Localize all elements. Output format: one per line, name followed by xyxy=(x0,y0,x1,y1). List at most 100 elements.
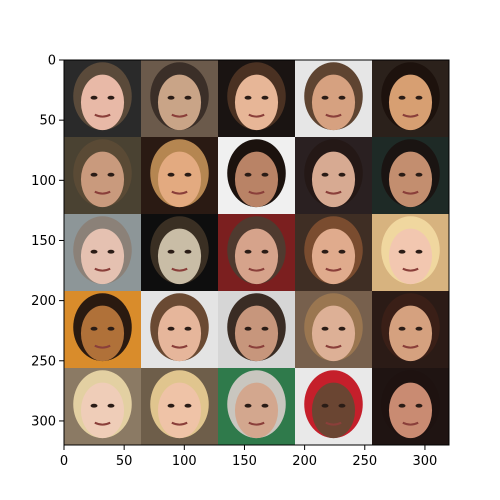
mouth-shape xyxy=(325,344,342,349)
face-shape xyxy=(311,228,356,285)
face-shape xyxy=(80,305,125,362)
y-axis: 0 50 100 150 200 250 300 xyxy=(31,54,64,429)
face-tile xyxy=(295,60,373,138)
mouth-shape xyxy=(94,190,111,195)
face-shape xyxy=(311,74,356,131)
face-shape xyxy=(157,228,202,285)
mouth-shape xyxy=(94,344,111,349)
mouth-shape xyxy=(171,421,188,426)
face-shape xyxy=(388,74,433,131)
face-shape xyxy=(157,151,202,208)
face-tile xyxy=(218,60,296,138)
eye-shape xyxy=(261,249,269,254)
eye-shape xyxy=(90,172,98,177)
face-shape xyxy=(80,382,125,439)
mouth-shape xyxy=(171,113,188,118)
eye-shape xyxy=(107,326,115,331)
eye-shape xyxy=(184,95,192,100)
face-shape xyxy=(311,382,356,439)
mouth-shape xyxy=(171,267,188,272)
mouth-shape xyxy=(402,113,419,118)
face-shape xyxy=(234,228,279,285)
face-shape xyxy=(80,151,125,208)
y-tick-label: 0 xyxy=(48,54,56,69)
face-tile xyxy=(141,137,219,215)
eye-shape xyxy=(107,172,115,177)
eye-shape xyxy=(244,326,252,331)
face-tile xyxy=(372,214,450,292)
eye-shape xyxy=(415,172,423,177)
eye-shape xyxy=(338,403,346,408)
mouth-shape xyxy=(402,421,419,426)
face-tile xyxy=(218,137,296,215)
x-tick-label: 100 xyxy=(172,454,197,469)
y-tick-label: 150 xyxy=(31,234,56,249)
face-tile xyxy=(64,368,142,446)
axes-frame xyxy=(63,59,450,446)
face-grid xyxy=(64,60,450,446)
y-tick-label: 50 xyxy=(39,114,56,129)
mouth-shape xyxy=(402,267,419,272)
eye-shape xyxy=(90,249,98,254)
eye-shape xyxy=(107,95,115,100)
face-tile xyxy=(372,368,450,446)
x-tick-label: 250 xyxy=(352,454,377,469)
x-tick-label: 300 xyxy=(413,454,438,469)
face-shape xyxy=(311,151,356,208)
face-tile xyxy=(64,137,142,215)
eye-shape xyxy=(338,326,346,331)
face-tile xyxy=(141,291,219,369)
eye-shape xyxy=(415,326,423,331)
eye-shape xyxy=(167,249,175,254)
mouth-shape xyxy=(248,267,265,272)
mouth-shape xyxy=(325,113,342,118)
eye-shape xyxy=(244,403,252,408)
mouth-shape xyxy=(325,421,342,426)
x-tick-label: 150 xyxy=(232,454,257,469)
face-tile xyxy=(295,137,373,215)
eye-shape xyxy=(167,403,175,408)
face-tile xyxy=(295,291,373,369)
eye-shape xyxy=(90,326,98,331)
mouth-shape xyxy=(248,113,265,118)
eye-shape xyxy=(338,172,346,177)
x-axis: 0 50 100 150 200 250 300 xyxy=(60,445,437,469)
eye-shape xyxy=(415,249,423,254)
face-tile xyxy=(64,60,142,138)
eye-shape xyxy=(398,95,406,100)
eye-shape xyxy=(244,172,252,177)
face-shape xyxy=(234,382,279,439)
eye-shape xyxy=(167,172,175,177)
face-tile xyxy=(64,214,142,292)
face-shape xyxy=(234,305,279,362)
eye-shape xyxy=(338,95,346,100)
eye-shape xyxy=(107,403,115,408)
eye-shape xyxy=(167,95,175,100)
mouth-shape xyxy=(248,344,265,349)
mouth-shape xyxy=(248,190,265,195)
mouth-shape xyxy=(325,190,342,195)
face-tile xyxy=(141,214,219,292)
face-tile xyxy=(218,368,296,446)
face-shape xyxy=(80,228,125,285)
eye-shape xyxy=(244,95,252,100)
face-tile xyxy=(218,214,296,292)
x-tick-label: 0 xyxy=(60,454,68,469)
y-tick-label: 100 xyxy=(31,174,56,189)
eye-shape xyxy=(398,403,406,408)
mouth-shape xyxy=(94,113,111,118)
mouth-shape xyxy=(248,421,265,426)
eye-shape xyxy=(321,172,329,177)
y-tick-label: 300 xyxy=(31,414,56,429)
face-shape xyxy=(388,228,433,285)
x-tick-label: 50 xyxy=(116,454,133,469)
eye-shape xyxy=(184,249,192,254)
face-tile xyxy=(141,368,219,446)
face-shape xyxy=(80,74,125,131)
eye-shape xyxy=(338,249,346,254)
y-tick-label: 250 xyxy=(31,354,56,369)
face-shape xyxy=(157,74,202,131)
mouth-shape xyxy=(94,267,111,272)
